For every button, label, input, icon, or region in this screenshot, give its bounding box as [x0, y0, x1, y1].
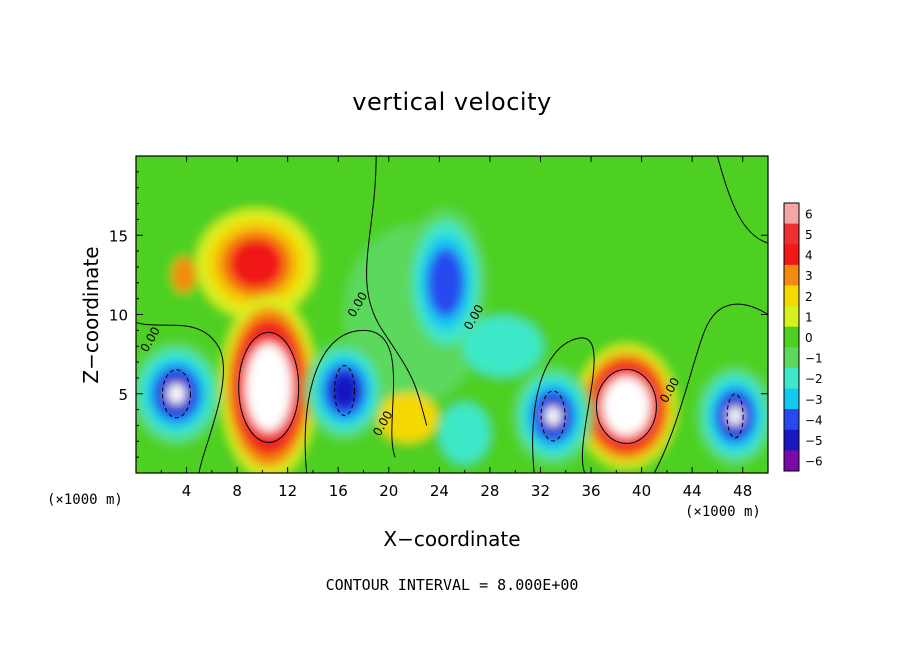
zero-contour-3	[366, 156, 428, 426]
contour-downdraft-c	[540, 390, 566, 442]
mid-downdraft	[462, 316, 543, 377]
colorbar-swatch	[784, 203, 799, 225]
colorbar-label: −2	[805, 372, 823, 386]
zero-contour-2	[304, 329, 396, 473]
y-axis: 5 10 15	[109, 171, 768, 458]
x-tick-label: 28	[480, 482, 499, 500]
colorbar-swatch	[784, 409, 799, 431]
contour-downdraft-d	[726, 393, 744, 439]
contour-updraft-right	[595, 368, 657, 444]
updraft-right-layer-4	[602, 376, 651, 437]
x-tick-label: 20	[379, 482, 398, 500]
colorbar-label: 5	[805, 228, 813, 242]
zero-contour-5	[653, 303, 768, 473]
colorbar-swatch	[784, 429, 799, 451]
colorbar-swatch	[784, 306, 799, 328]
colorbar-swatch	[784, 347, 799, 369]
x-tick-label: 4	[182, 482, 192, 500]
colorbar-swatch	[784, 450, 799, 472]
colorbar-swatch	[784, 223, 799, 245]
x-tick-label: 16	[329, 482, 348, 500]
x-unit-left: (×1000 m)	[47, 492, 123, 508]
downdraft-a-layer-5	[167, 383, 186, 405]
colorbar-swatch	[784, 367, 799, 390]
downdraft-b-layer-4	[330, 372, 359, 409]
y-tick-label: 15	[109, 227, 128, 245]
colorbar-label: 0	[805, 331, 813, 345]
updraft-left-layer-4	[245, 343, 292, 432]
small-updraft-blob	[172, 256, 197, 293]
zero-contour-1	[136, 321, 224, 473]
x-tick-label: 36	[581, 482, 600, 500]
x-unit-right: (×1000 m)	[685, 504, 761, 520]
colorbar-swatch	[784, 388, 799, 410]
colorbar-swatch	[784, 285, 799, 307]
contour-downdraft-a	[161, 369, 191, 419]
low-downdraft	[439, 403, 490, 464]
colorbar-label: −3	[805, 393, 823, 407]
contour-downdraft-b	[334, 365, 356, 417]
colorbar-swatch	[784, 244, 799, 266]
colorbar-label: −6	[805, 455, 823, 469]
x-tick-label: 12	[278, 482, 297, 500]
x-tick-label: 48	[733, 482, 752, 500]
colorbar-frame	[783, 202, 800, 472]
x-tick-label: 32	[531, 482, 550, 500]
upper-downdraft-layer-3	[427, 248, 465, 318]
colorbar: 6 5 4 3 2 1 0 −1 −2 −3 −4 −5 −6	[783, 202, 823, 472]
colorbar-label: 6	[805, 207, 813, 221]
colorbar-label: 2	[805, 290, 813, 304]
downdraft-d-layer-5	[727, 405, 743, 426]
colorbar-label: −5	[805, 434, 823, 448]
y-tick-label: 5	[118, 386, 128, 404]
y-tick-label: 10	[109, 307, 128, 325]
x-tick-label: 40	[632, 482, 651, 500]
colorbar-label: 3	[805, 269, 813, 283]
x-tick-label: 8	[232, 482, 242, 500]
colorbar-label: 4	[805, 249, 813, 263]
downdraft-c-layer-5	[545, 405, 562, 426]
x-tick-label: 24	[430, 482, 449, 500]
colorbar-swatch	[784, 264, 799, 286]
colorbar-label: −4	[805, 413, 823, 427]
zero-contour-4	[532, 337, 595, 473]
colorbar-swatch	[784, 326, 799, 348]
chart-title: vertical velocity	[352, 88, 552, 116]
heatmap-field	[136, 156, 768, 473]
field-blur-layer	[136, 156, 768, 473]
colorbar-label: 1	[805, 310, 813, 324]
x-axis-label: X−coordinate	[383, 527, 521, 551]
contour-updraft-left	[238, 331, 300, 443]
colorbar-label: −1	[805, 352, 823, 366]
zero-contour-6	[716, 156, 768, 244]
contour-interval-note: CONTOUR INTERVAL = 8.000E+00	[325, 576, 579, 594]
x-axis: 4 8 12 16 20 24 28 32 36 40 44 48	[160, 156, 752, 500]
x-tick-label: 44	[683, 482, 702, 500]
upper-updraft-layer-3	[228, 238, 284, 290]
